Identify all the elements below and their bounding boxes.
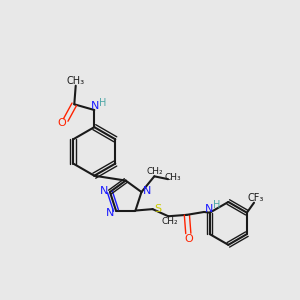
- Text: CF₃: CF₃: [247, 193, 264, 202]
- Text: N: N: [100, 186, 108, 196]
- Text: CH₃: CH₃: [67, 76, 85, 85]
- Text: S: S: [154, 203, 161, 214]
- Text: CH₂: CH₂: [161, 217, 178, 226]
- Text: CH₂: CH₂: [147, 167, 163, 176]
- Text: N: N: [142, 186, 151, 196]
- Text: O: O: [58, 118, 66, 128]
- Text: CH₃: CH₃: [165, 173, 181, 182]
- Text: H: H: [213, 200, 220, 210]
- Text: H: H: [99, 98, 106, 108]
- Text: N: N: [205, 204, 213, 214]
- Text: N: N: [106, 208, 114, 218]
- Text: O: O: [184, 233, 193, 244]
- Text: N: N: [91, 101, 100, 111]
